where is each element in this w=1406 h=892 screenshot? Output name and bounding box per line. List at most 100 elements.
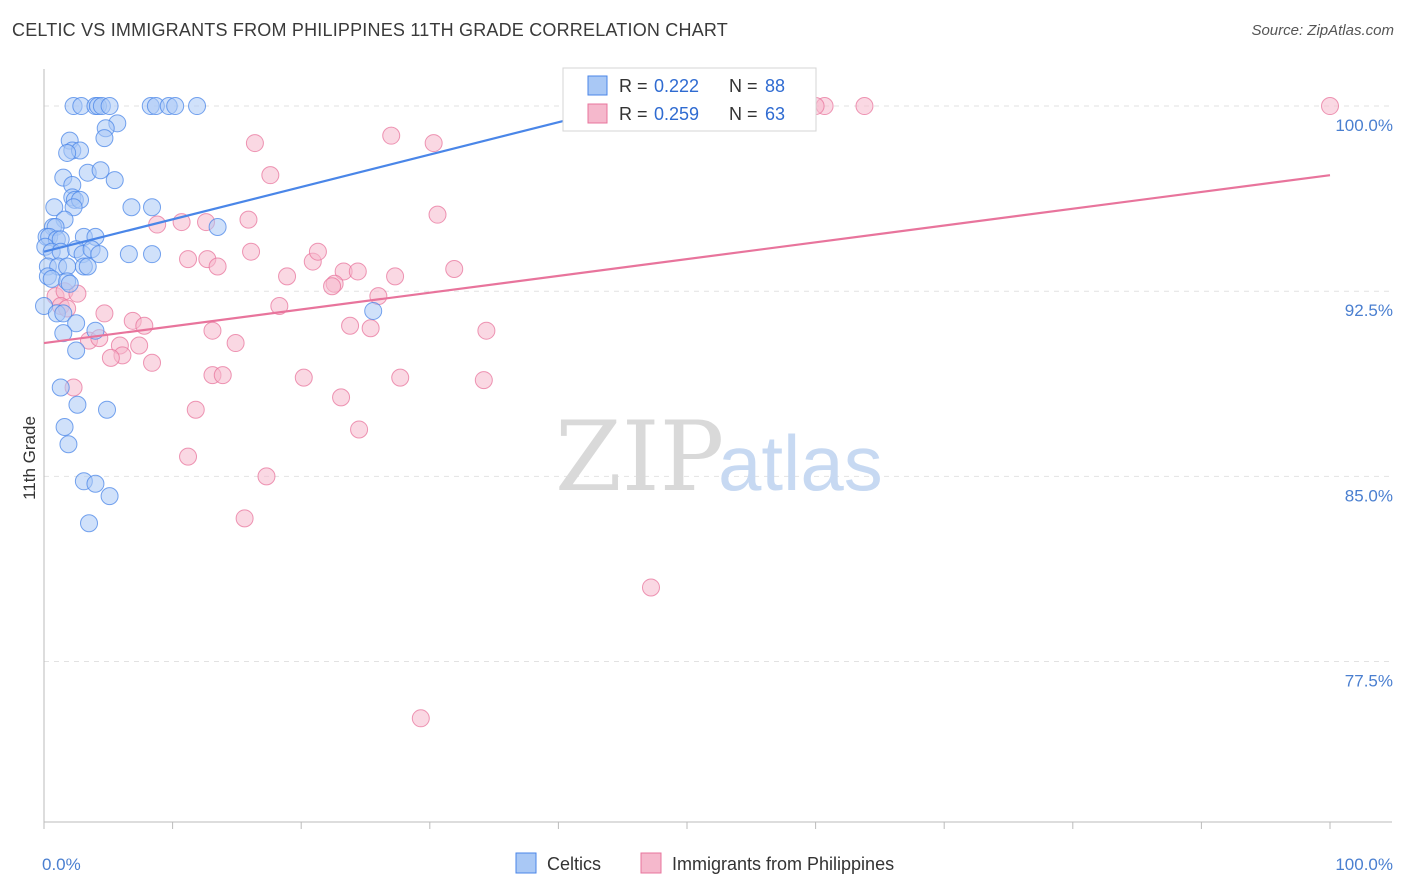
point-celtics — [59, 435, 78, 454]
point-philippines — [213, 366, 232, 385]
point-philippines — [308, 242, 327, 261]
gridlines — [44, 105, 1392, 663]
bottom-legend-swatch-celtics — [515, 852, 537, 874]
point-philippines — [186, 400, 205, 419]
watermark: ZIP atlas — [555, 401, 883, 513]
legend: R = 0.222 N = 88 R = 0.259 N = 63 — [562, 67, 817, 132]
point-philippines — [95, 304, 114, 323]
point-celtics — [54, 304, 73, 323]
point-philippines — [361, 319, 380, 338]
legend-r-label-celtics: R = — [619, 76, 648, 96]
point-philippines — [348, 262, 367, 281]
point-celtics — [208, 218, 227, 237]
point-philippines — [411, 709, 430, 728]
y-tick-label: 92.5% — [1345, 301, 1393, 320]
point-philippines — [445, 259, 464, 278]
point-philippines — [261, 166, 280, 185]
point-celtics — [143, 245, 162, 264]
legend-swatch-philippines — [587, 103, 608, 124]
point-celtics — [105, 171, 124, 190]
point-celtics — [68, 395, 87, 414]
legend-r-philippines: 0.259 — [654, 104, 699, 124]
point-celtics — [364, 301, 383, 320]
point-philippines — [235, 509, 254, 528]
axes — [43, 69, 1392, 829]
point-philippines — [203, 321, 222, 340]
point-celtics — [55, 417, 74, 436]
legend-n-philippines: 63 — [765, 104, 785, 124]
bottom-legend-philippines: Immigrants from Philippines — [672, 854, 894, 874]
point-celtics — [143, 198, 162, 217]
point-philippines — [382, 126, 401, 145]
bottom-legend-swatch-philippines — [640, 852, 662, 874]
point-philippines — [179, 447, 198, 466]
point-celtics — [166, 97, 185, 116]
chart-title: CELTIC VS IMMIGRANTS FROM PHILIPPINES 11… — [12, 20, 728, 40]
point-philippines — [239, 210, 258, 229]
point-philippines — [143, 353, 162, 372]
point-philippines — [130, 336, 149, 355]
x-tick-label: 100.0% — [1335, 855, 1393, 874]
legend-n-label-philippines: N = — [729, 104, 758, 124]
point-philippines — [341, 316, 360, 335]
point-philippines — [386, 267, 405, 286]
point-celtics — [42, 269, 61, 288]
point-celtics — [80, 514, 99, 533]
trend-lines — [43, 104, 1331, 345]
point-celtics — [91, 161, 110, 180]
legend-n-celtics: 88 — [765, 76, 785, 96]
point-celtics — [98, 400, 117, 419]
point-celtics — [54, 324, 73, 343]
point-celtics — [67, 341, 86, 360]
point-philippines — [101, 348, 120, 367]
bottom-legend: Celtics Immigrants from Philippines — [515, 852, 894, 874]
point-philippines — [226, 334, 245, 353]
source-note: Source: ZipAtlas.com — [1251, 22, 1394, 39]
legend-n-label-celtics: N = — [729, 76, 758, 96]
legend-r-celtics: 0.222 — [654, 76, 699, 96]
x-tick-label: 0.0% — [42, 855, 81, 874]
point-philippines — [179, 250, 198, 269]
legend-r-label-philippines: R = — [619, 104, 648, 124]
x-tick-labels: 0.0% 100.0% — [42, 855, 1393, 874]
point-philippines — [350, 420, 369, 439]
watermark-zip: ZIP — [555, 401, 724, 513]
point-philippines — [257, 467, 276, 486]
point-celtics — [78, 257, 97, 276]
point-celtics — [60, 274, 79, 293]
legend-swatch-celtics — [587, 75, 608, 96]
point-philippines — [208, 257, 227, 276]
point-philippines — [1321, 97, 1339, 116]
y-tick-label: 77.5% — [1345, 672, 1393, 691]
point-philippines — [242, 242, 261, 261]
point-celtics — [51, 378, 70, 397]
point-celtics — [188, 97, 207, 116]
point-philippines — [424, 134, 443, 153]
point-philippines — [245, 134, 264, 153]
data-points — [35, 97, 1339, 728]
watermark-atlas: atlas — [718, 419, 883, 507]
trend-line-philippines — [43, 174, 1331, 345]
point-celtics — [45, 198, 64, 217]
point-philippines — [641, 578, 660, 597]
point-philippines — [278, 267, 297, 286]
point-celtics — [90, 245, 109, 264]
point-celtics — [64, 198, 83, 217]
point-celtics — [86, 474, 105, 493]
y-tick-label: 100.0% — [1335, 116, 1393, 135]
point-celtics — [100, 487, 119, 506]
point-celtics — [95, 129, 114, 148]
point-celtics — [119, 245, 138, 264]
point-philippines — [270, 297, 289, 316]
point-philippines — [323, 277, 342, 296]
trend-line-celtics — [43, 104, 623, 253]
point-celtics — [67, 314, 86, 333]
point-philippines — [391, 368, 410, 387]
bottom-legend-celtics: Celtics — [547, 854, 601, 874]
point-philippines — [332, 388, 351, 407]
point-celtics — [100, 97, 119, 116]
point-philippines — [428, 205, 447, 224]
y-tick-labels: 100.0% 92.5% 85.0% 77.5% — [1335, 116, 1393, 690]
point-philippines — [855, 97, 874, 116]
